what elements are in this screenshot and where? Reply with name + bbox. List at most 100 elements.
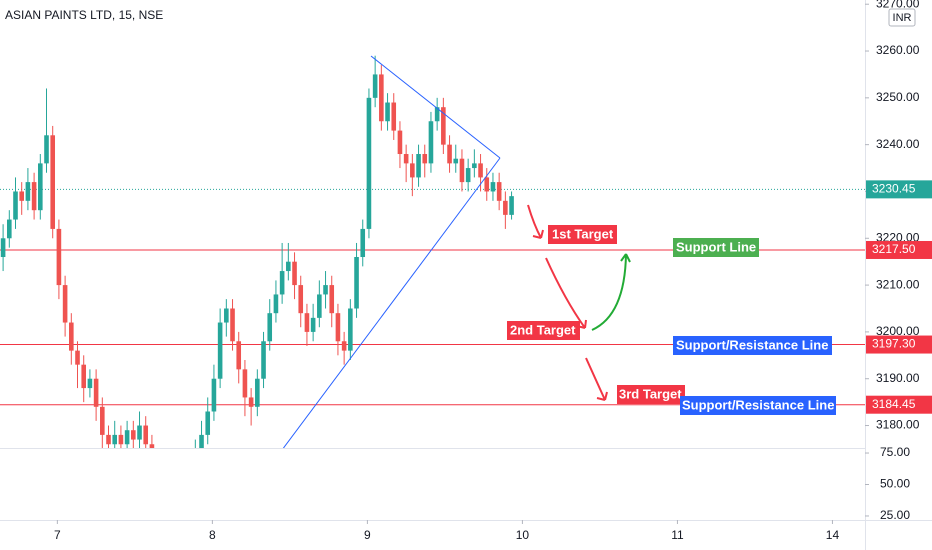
candle-body (56, 228, 62, 286)
candle-body (329, 285, 335, 314)
candle-body (19, 191, 25, 201)
candle-body (44, 135, 49, 164)
x-tick-label: 11 (671, 528, 684, 542)
annotation: Support/Resistance Line (682, 397, 834, 412)
candle-body (149, 444, 155, 448)
annotations: 1st Target 2nd Target 3rd Target Support… (507, 225, 836, 415)
candle-body (248, 397, 254, 407)
candle-body (459, 158, 465, 183)
x-tick-label: 8 (209, 528, 216, 542)
candle-body (112, 434, 118, 445)
candle-body (279, 271, 285, 295)
candle-body (422, 154, 428, 164)
last-price-box (866, 180, 932, 199)
candle-body (335, 313, 341, 342)
candle-body (242, 369, 248, 398)
candle-body (267, 313, 273, 342)
y-tick-label: 75.00 (880, 445, 910, 459)
candle-body (13, 191, 18, 220)
candle-body (0, 238, 6, 258)
candle-body (286, 261, 291, 272)
y-tick-label: 3260.00 (876, 43, 920, 57)
candle-body (509, 196, 514, 215)
x-tick-label: 14 (826, 528, 840, 542)
y-tick-label: 3200.00 (876, 324, 920, 338)
candle-body (453, 158, 459, 164)
candle-body (372, 74, 378, 98)
candle-body (38, 163, 43, 211)
y-tick-label: 3240.00 (876, 137, 920, 151)
candle-body (428, 121, 434, 164)
candle-body (478, 163, 483, 178)
candle-body (261, 341, 266, 379)
candle-body (354, 257, 359, 309)
trend-line (282, 157, 501, 448)
y-tick-label: 3220.00 (876, 230, 920, 244)
candle-body (93, 378, 99, 407)
candle-body (366, 97, 372, 229)
candle-body (503, 200, 508, 215)
y-tick-label: 3210.00 (876, 277, 920, 291)
currency-box (888, 8, 916, 27)
candle-body (310, 317, 316, 332)
y-tick-label: 3190.00 (876, 371, 920, 385)
y-tick-label: 3270.00 (876, 0, 920, 10)
chart-title: ASIAN PAINTS LTD, 15, NSE (5, 8, 163, 22)
candle-body (118, 434, 124, 445)
candle-body (50, 135, 56, 229)
candle-body (298, 285, 304, 314)
candle-body (7, 219, 12, 239)
arrow (527, 204, 544, 239)
level-label-box (866, 395, 932, 414)
candle-body (304, 313, 310, 332)
annotation-box (673, 238, 759, 257)
candle-body (490, 182, 496, 192)
candle-body (379, 74, 384, 122)
candle-body (230, 308, 235, 342)
candle-body (341, 341, 347, 351)
drawings (282, 55, 631, 448)
y-tick-label: 3180.00 (876, 418, 920, 432)
candle-body (323, 285, 328, 295)
candle-body (69, 322, 74, 351)
candle-body (75, 350, 80, 365)
annotation-box (680, 396, 836, 415)
candle-body (496, 182, 502, 201)
candle-body (131, 430, 136, 440)
y-tick-label: 50.00 (880, 477, 910, 491)
candle-body (199, 434, 204, 448)
candle-body (317, 294, 322, 318)
candle-body (137, 425, 142, 440)
x-tick-label: 10 (516, 528, 530, 542)
candle-body (81, 364, 87, 389)
candle-body (224, 308, 229, 323)
candle-body (236, 341, 242, 370)
candle-body (143, 425, 149, 445)
annotation-box (548, 225, 617, 244)
x-tick-label: 9 (364, 528, 371, 542)
candle-body (441, 107, 446, 145)
candle-body (255, 378, 260, 407)
arrow (585, 357, 608, 401)
level-label-box (866, 335, 932, 354)
candle-body (465, 168, 471, 183)
last-price-label: 3230.45 (872, 182, 916, 196)
candle-body (106, 434, 111, 445)
candle-body (360, 228, 366, 258)
candle-body (391, 102, 397, 131)
candle-body (31, 182, 37, 211)
candle-body (434, 107, 440, 122)
candle-body (416, 154, 421, 178)
candle-body (472, 163, 477, 169)
annotation: 1st Target (552, 226, 614, 241)
candle-body (348, 308, 353, 351)
candle-body (62, 285, 68, 323)
level-label-box (866, 240, 932, 259)
candle-body (292, 261, 297, 286)
candle-body (484, 177, 490, 192)
level-label: 3217.50 (872, 242, 916, 256)
candle-body (87, 378, 93, 389)
candle-body (385, 102, 390, 122)
